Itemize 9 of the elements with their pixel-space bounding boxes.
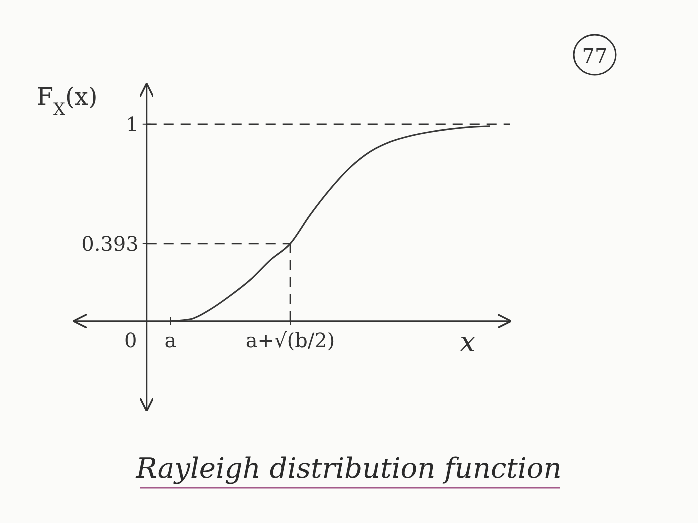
x-tick-label: a: [164, 328, 177, 352]
y-tick-label: 1: [126, 112, 139, 136]
text: Rayleigh distribution function: [135, 452, 562, 485]
x-tick-label: a+√(b/2): [246, 328, 336, 352]
x-tick-label: 0: [124, 328, 138, 352]
text: 77: [582, 44, 608, 68]
y-axis-title: F$_{X}$(x): [36, 83, 98, 119]
y-tick-label: 0.393: [82, 232, 139, 256]
x-axis-title: x: [460, 325, 476, 358]
